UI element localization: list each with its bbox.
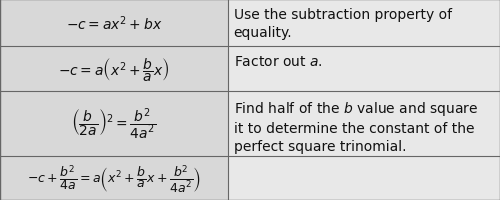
- Text: Factor out $a$.: Factor out $a$.: [234, 55, 322, 69]
- Text: Use the subtraction property of
equality.: Use the subtraction property of equality…: [234, 8, 452, 40]
- Bar: [0, 92, 228, 156]
- Bar: [228, 156, 500, 200]
- Bar: [0, 47, 228, 92]
- Text: $-c = ax^2 + bx$: $-c = ax^2 + bx$: [66, 14, 162, 33]
- Bar: [228, 47, 500, 92]
- Bar: [0, 156, 228, 200]
- Bar: [0, 0, 228, 47]
- Text: $-c+\dfrac{b^2}{4a}=a\left(x^2+\dfrac{b}{a}x+\dfrac{b^2}{4a^2}\right)$: $-c+\dfrac{b^2}{4a}=a\left(x^2+\dfrac{b}…: [27, 162, 201, 194]
- Bar: [228, 92, 500, 156]
- Text: $\left(\dfrac{b}{2a}\right)^2=\dfrac{b^2}{4a^2}$: $\left(\dfrac{b}{2a}\right)^2=\dfrac{b^2…: [71, 106, 156, 142]
- Bar: [228, 0, 500, 47]
- Text: Find half of the $b$ value and square
it to determine the constant of the
perfec: Find half of the $b$ value and square it…: [234, 100, 478, 153]
- Text: $-c = a\left(x^2+\dfrac{b}{a}x\right)$: $-c = a\left(x^2+\dfrac{b}{a}x\right)$: [58, 56, 170, 83]
